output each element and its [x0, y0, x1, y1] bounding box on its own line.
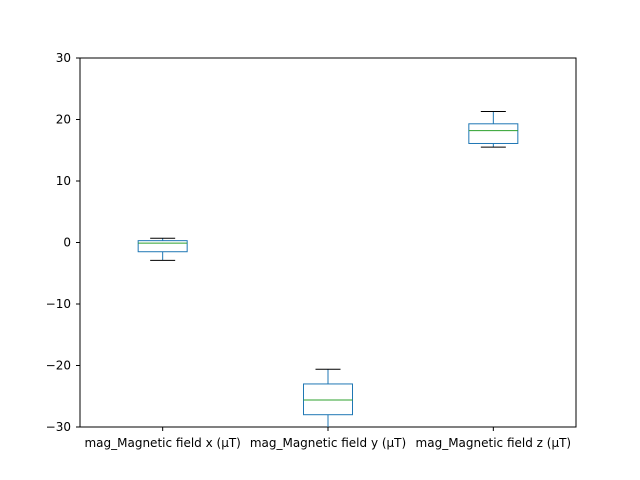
iqr-box [303, 383, 353, 416]
box-2 [303, 368, 353, 427]
box-3 [468, 111, 519, 148]
y-tick-label: −30 [46, 420, 71, 434]
iqr-box [468, 123, 519, 144]
y-tick-label: 20 [56, 113, 71, 127]
boxes-group [137, 111, 519, 427]
x-tick-label: mag_Magnetic field x (µT) [84, 436, 240, 450]
y-tick-label: −20 [46, 359, 71, 373]
x-axis: mag_Magnetic field x (µT) mag_Magnetic fi… [84, 427, 571, 450]
y-tick-label: −10 [46, 297, 71, 311]
x-tick-label: mag_Magnetic field z (µT) [416, 436, 572, 450]
iqr-box [137, 240, 188, 253]
y-tick-label: 0 [63, 236, 71, 250]
box-1 [137, 237, 188, 261]
x-tick-label: mag_Magnetic field y (µT) [250, 436, 406, 450]
y-axis: −30 −20 −10 0 10 20 30 [46, 51, 80, 434]
y-tick-label: 30 [56, 51, 71, 65]
y-tick-label: 10 [56, 174, 71, 188]
